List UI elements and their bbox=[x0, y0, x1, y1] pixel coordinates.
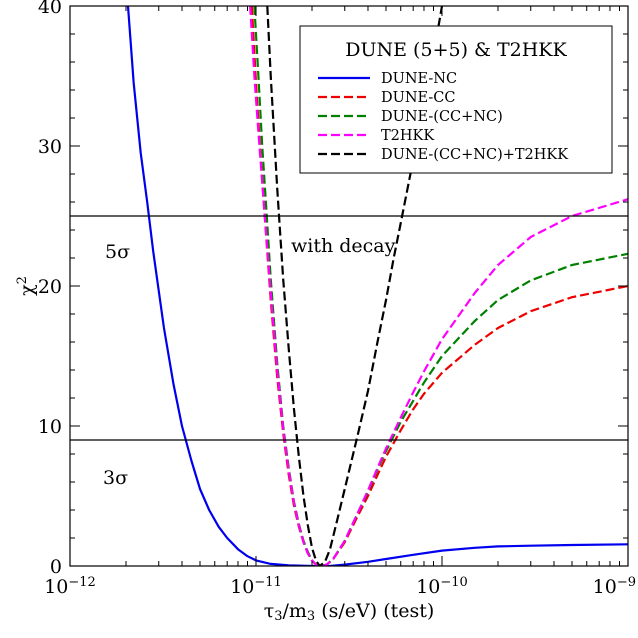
legend-entries: DUNE-NC DUNE-CC DUNE-(CC+NC) T2HKK DUNE-(CC+… bbox=[318, 71, 569, 163]
y-tick-label: 0 bbox=[50, 556, 62, 578]
with-decay-label: with decay bbox=[291, 235, 396, 257]
x-tick-label: 10−9 bbox=[593, 575, 636, 599]
legend-label-5: DUNE-(CC+NC)+T2HKK bbox=[381, 147, 569, 163]
y-tick-label: 40 bbox=[38, 0, 62, 18]
sigma-3-label: 3σ bbox=[103, 467, 128, 489]
y-tick-label: 30 bbox=[38, 136, 62, 158]
legend-label-2: DUNE-CC bbox=[381, 90, 455, 106]
x-axis-label: τ3/m3 (s/eV) (test) bbox=[264, 600, 435, 624]
series-layer bbox=[126, 6, 628, 566]
reference-lines bbox=[70, 215, 628, 441]
axis-labels: τ3/m3 (s/eV) (test) χ2 bbox=[15, 276, 435, 624]
legend-box bbox=[299, 25, 613, 174]
legend-title: DUNE (5+5) & T2HKK bbox=[345, 39, 567, 61]
sigma-5-label: 5σ bbox=[105, 241, 130, 263]
series-line-4 bbox=[249, 6, 628, 566]
y-tick-label: 20 bbox=[38, 276, 62, 298]
tick-marks bbox=[69, 5, 629, 567]
legend-label-3: DUNE-(CC+NC) bbox=[381, 109, 503, 125]
series-line-1 bbox=[126, 6, 628, 566]
legend-label-4: T2HKK bbox=[381, 128, 435, 144]
y-tick-labels: 0 10 20 30 40 bbox=[38, 0, 62, 578]
y-tick-label: 10 bbox=[38, 416, 62, 438]
x-tick-label: 10−10 bbox=[416, 575, 468, 599]
legend-label-1: DUNE-NC bbox=[381, 71, 457, 87]
annotations: 5σ 3σ with decay bbox=[103, 235, 396, 489]
x-tick-label: 10−11 bbox=[230, 575, 282, 599]
x-tick-label: 10−12 bbox=[44, 575, 96, 599]
y-axis-label: χ2 bbox=[15, 276, 39, 296]
legend: DUNE (5+5) & T2HKK DUNE-NC DUNE-CC DUNE-(C… bbox=[299, 25, 613, 174]
x-tick-labels: 10−12 10−11 10−10 10−9 bbox=[44, 575, 636, 599]
series-line-5 bbox=[266, 6, 444, 566]
